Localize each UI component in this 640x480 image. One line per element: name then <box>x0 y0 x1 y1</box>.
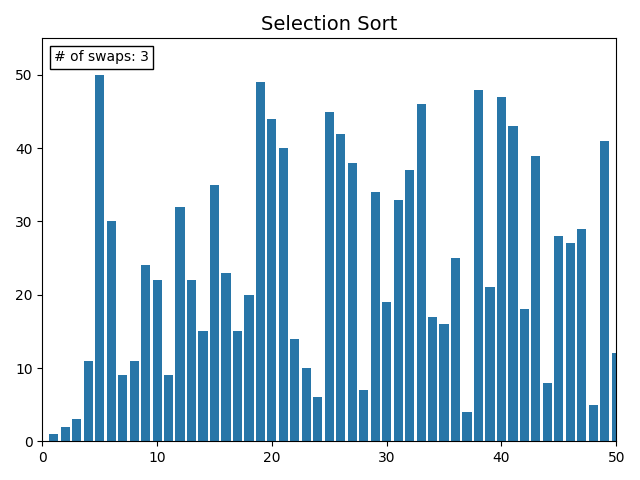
Bar <box>118 375 127 441</box>
Bar <box>577 229 586 441</box>
Bar <box>554 236 563 441</box>
Bar <box>623 346 632 441</box>
Bar <box>497 97 506 441</box>
Bar <box>49 434 58 441</box>
Bar <box>589 405 598 441</box>
Bar <box>72 420 81 441</box>
Bar <box>348 163 357 441</box>
Bar <box>279 148 288 441</box>
Bar <box>175 207 185 441</box>
Bar <box>359 390 369 441</box>
Bar <box>324 111 334 441</box>
Bar <box>566 243 575 441</box>
Bar <box>221 273 230 441</box>
Bar <box>508 126 518 441</box>
Bar <box>268 119 276 441</box>
Bar <box>198 331 207 441</box>
Bar <box>129 360 139 441</box>
Bar <box>474 90 483 441</box>
Bar <box>600 141 609 441</box>
Bar <box>301 368 311 441</box>
Text: # of swaps: 3: # of swaps: 3 <box>54 50 148 64</box>
Bar <box>313 397 323 441</box>
Bar <box>291 339 300 441</box>
Bar <box>61 427 70 441</box>
Bar <box>428 317 437 441</box>
Bar <box>84 360 93 441</box>
Bar <box>440 324 449 441</box>
Bar <box>336 133 346 441</box>
Bar <box>95 75 104 441</box>
Bar <box>141 265 150 441</box>
Bar <box>371 192 380 441</box>
Bar <box>520 310 529 441</box>
Bar <box>107 221 116 441</box>
Bar <box>187 280 196 441</box>
Bar <box>394 200 403 441</box>
Title: Selection Sort: Selection Sort <box>261 15 397 34</box>
Bar <box>635 251 640 441</box>
Bar <box>244 295 253 441</box>
Bar <box>405 170 414 441</box>
Bar <box>152 280 162 441</box>
Bar <box>485 288 495 441</box>
Bar <box>164 375 173 441</box>
Bar <box>543 383 552 441</box>
Bar <box>256 82 265 441</box>
Bar <box>417 104 426 441</box>
Bar <box>531 156 541 441</box>
Bar <box>463 412 472 441</box>
Bar <box>210 185 219 441</box>
Bar <box>233 331 242 441</box>
Bar <box>451 258 460 441</box>
Bar <box>612 353 621 441</box>
Bar <box>382 302 391 441</box>
